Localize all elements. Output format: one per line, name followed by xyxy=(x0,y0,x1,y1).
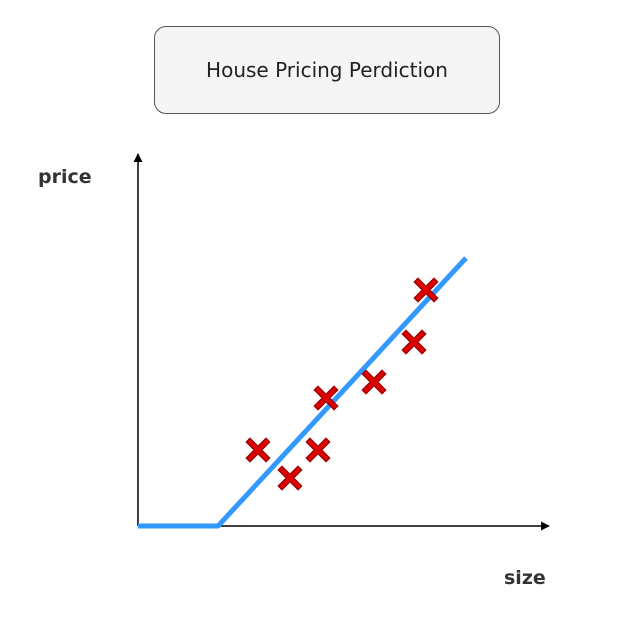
fit-line-layer xyxy=(138,256,468,529)
data-point-5 xyxy=(361,369,387,395)
data-point-6 xyxy=(401,329,427,355)
data-point-2 xyxy=(277,465,303,491)
data-point-1 xyxy=(245,437,271,463)
data-point-3 xyxy=(305,437,331,463)
data-point-4 xyxy=(313,385,339,411)
data-point-7 xyxy=(413,277,439,303)
chart-title: House Pricing Perdiction xyxy=(154,26,500,114)
y-axis-label: price xyxy=(38,166,92,188)
x-axis-label: size xyxy=(504,567,546,589)
points-layer xyxy=(245,277,439,491)
regression-line xyxy=(138,256,468,529)
